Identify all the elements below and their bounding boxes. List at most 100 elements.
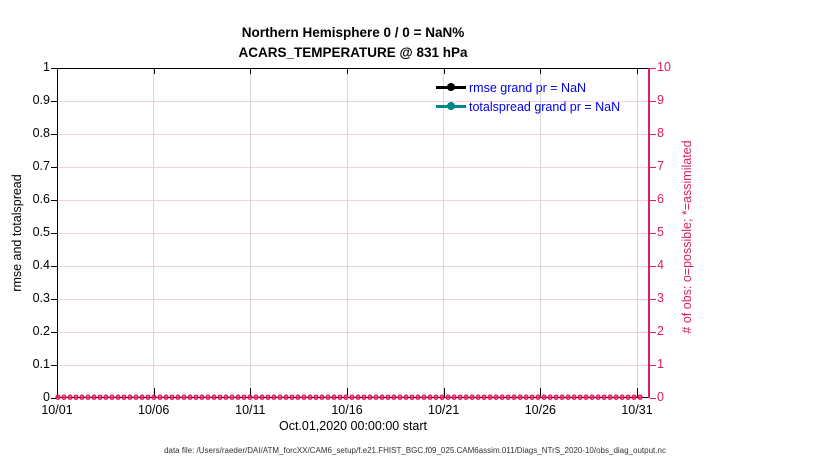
gridline-horizontal (57, 331, 648, 333)
chart-title-line2: ACARS_TEMPERATURE @ 831 hPa (238, 45, 468, 60)
gridline-horizontal (57, 100, 648, 102)
gridline-vertical (153, 68, 155, 398)
data-file-path: data file: /Users/raeder/DAI/ATM_forcXX/… (164, 446, 666, 455)
y-right-tick (650, 398, 656, 399)
gridline-horizontal (57, 364, 648, 366)
y-right-tick (650, 365, 656, 366)
x-bottom-tick (250, 388, 252, 398)
x-tick-label: 10/01 (41, 403, 73, 417)
y-right-tick-label: 7 (657, 159, 664, 173)
legend: rmse grand pr = NaN totalspread grand pr … (436, 78, 620, 116)
legend-label: rmse grand pr = NaN (469, 80, 587, 95)
y-right-tick (650, 134, 656, 135)
y-right-tick-label: 0 (657, 390, 664, 404)
axis-right-line (648, 68, 650, 398)
x-top-tick (347, 69, 348, 74)
x-axis-title: Oct.01,2020 00:00:00 start (278, 419, 428, 433)
y-right-tick-label: 2 (657, 324, 664, 338)
x-top-tick (637, 69, 638, 74)
axis-left-line (57, 68, 58, 398)
y-right-tick-label: 3 (657, 291, 664, 305)
legend-line-sample (436, 102, 466, 111)
legend-marker-dot (447, 83, 455, 92)
x-top-tick (153, 69, 155, 74)
x-bottom-tick (637, 388, 638, 398)
gridline-horizontal (57, 199, 648, 201)
y-left-tick-label: 0.8 (32, 126, 50, 140)
x-top-tick (443, 69, 445, 74)
x-tick-label: 10/21 (428, 403, 460, 417)
y-left-tick (51, 200, 57, 201)
y-left-tick-label: 0.7 (32, 159, 50, 173)
y-left-tick-label: 0.1 (32, 357, 50, 371)
y-left-tick (51, 167, 57, 168)
legend-item: rmse grand pr = NaN (436, 78, 620, 97)
y-left-tick (51, 134, 57, 135)
y-left-tick (51, 365, 57, 366)
y-right-tick (650, 101, 656, 102)
x-top-tick (540, 69, 542, 74)
x-tick-label: 10/11 (235, 403, 266, 417)
y-left-tick-label: 0.2 (32, 324, 50, 338)
gridline-horizontal (57, 133, 648, 135)
y-left-tick (51, 233, 57, 234)
y-left-tick-label: 0.6 (32, 192, 50, 206)
y-right-axis-title: # of obs: o=possible; *=assimilated (680, 140, 694, 334)
y-right-tick-label: 1 (657, 357, 664, 371)
obs-assimilated-markers: ****************************************… (55, 396, 644, 406)
obs-possible-markers: oooooooooooooooooooooooooooooooooooooooo… (55, 393, 644, 404)
legend-marker-dot (447, 102, 455, 111)
legend-item: totalspread grand pr = NaN (436, 97, 620, 116)
y-right-tick-label: 4 (657, 258, 664, 272)
axis-bottom-line (57, 397, 649, 398)
y-left-tick-label: 0.9 (32, 93, 50, 107)
gridline-vertical (249, 68, 251, 398)
y-right-tick-label: 6 (657, 192, 664, 206)
y-right-tick (650, 200, 656, 201)
chart-title: Northern Hemisphere 0 / 0 = NaN% ACARS_T… (57, 23, 649, 63)
y-left-tick-label: 0.5 (32, 225, 50, 239)
plot-area (57, 68, 648, 398)
y-right-tick (650, 266, 656, 267)
y-right-tick-label: 5 (657, 225, 664, 239)
x-bottom-tick (347, 388, 348, 398)
x-top-tick (250, 69, 252, 74)
y-left-tick (51, 68, 57, 69)
y-right-tick (650, 299, 656, 300)
gridline-horizontal (57, 232, 648, 234)
x-tick-label: 10/16 (331, 403, 363, 417)
y-right-tick (650, 332, 656, 333)
gridline-vertical (636, 68, 638, 398)
y-left-tick (51, 332, 57, 333)
y-right-tick-label: 9 (657, 93, 664, 107)
x-tick-label: 10/31 (621, 403, 653, 417)
x-tick-label: 10/26 (524, 403, 556, 417)
legend-label: totalspread grand pr = NaN (469, 99, 621, 114)
x-tick-label: 10/06 (138, 403, 170, 417)
obs-marker-band: oooooooooooooooooooooooooooooooooooooooo… (55, 391, 654, 406)
y-left-tick-label: 0.4 (32, 258, 50, 272)
y-right-tick (650, 68, 656, 69)
y-left-tick-label: 0 (43, 390, 50, 404)
gridline-vertical (539, 68, 541, 398)
gridline-horizontal (57, 166, 648, 168)
x-bottom-tick (153, 388, 155, 398)
y-left-tick (51, 398, 57, 399)
y-left-tick-label: 1 (43, 60, 50, 74)
gridline-vertical (346, 68, 348, 398)
y-left-tick (51, 266, 57, 267)
gridline-horizontal (57, 298, 648, 300)
y-left-tick (51, 299, 57, 300)
y-left-tick (51, 101, 57, 102)
x-bottom-tick (443, 388, 445, 398)
y-right-tick-label: 10 (657, 60, 671, 74)
chart-title-line1: Northern Hemisphere 0 / 0 = NaN% (241, 25, 465, 40)
x-bottom-tick (540, 388, 542, 398)
y-left-axis-title: rmse and totalspread (10, 174, 24, 292)
y-left-tick-label: 0.3 (32, 291, 50, 305)
y-right-tick-label: 8 (657, 126, 664, 140)
gridline-vertical (443, 68, 445, 398)
axis-top-line (57, 68, 649, 69)
gridline-horizontal (57, 265, 648, 267)
